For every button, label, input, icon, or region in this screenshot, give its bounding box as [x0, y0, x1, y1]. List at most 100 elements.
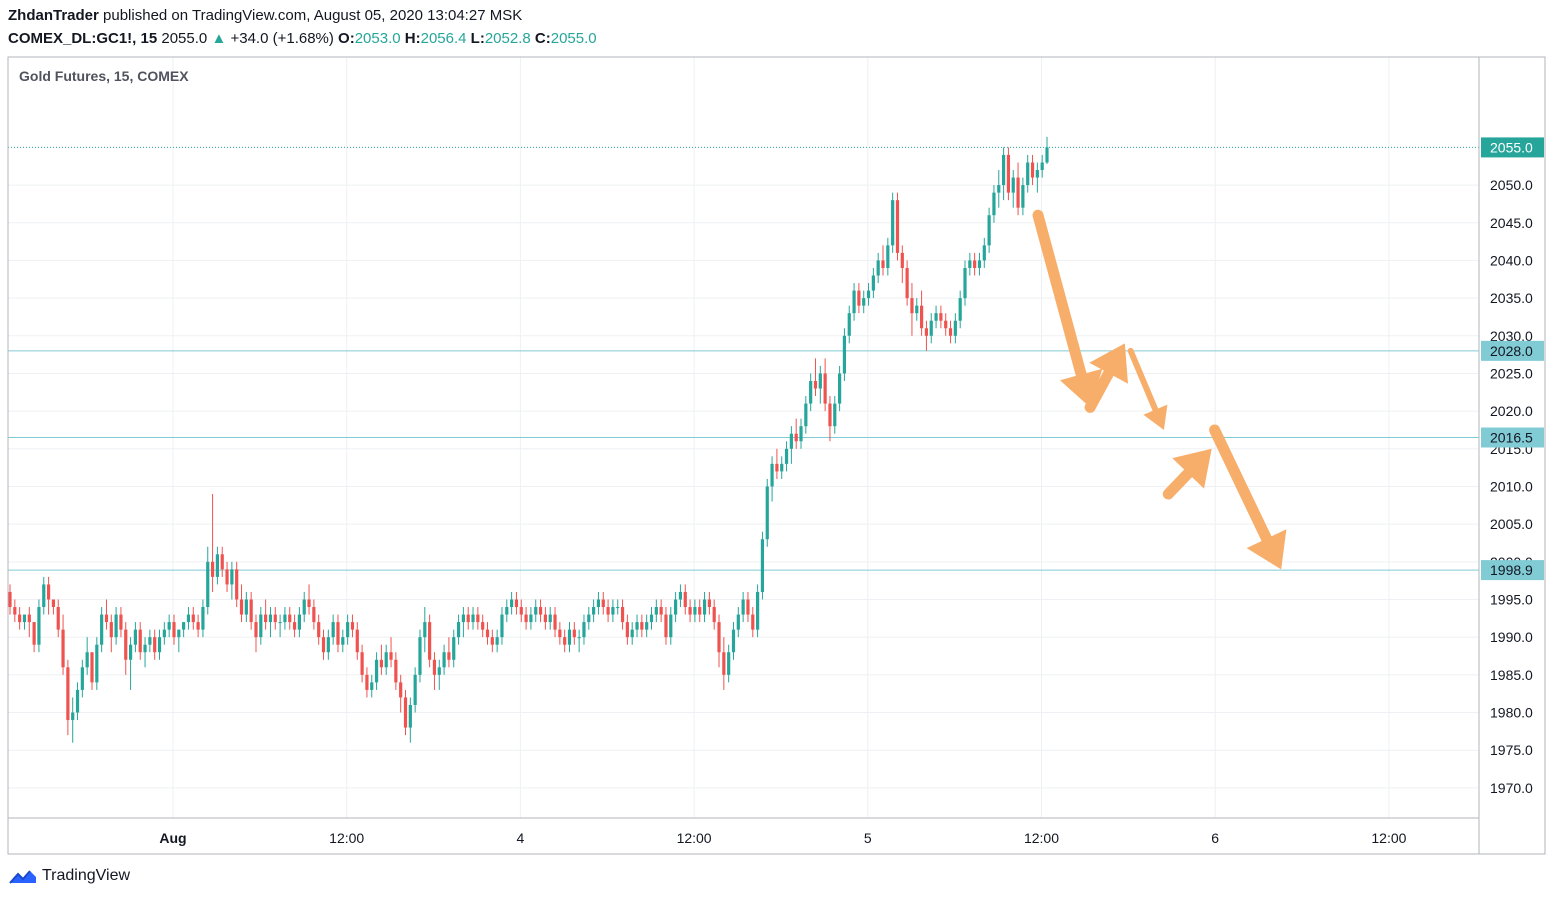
- projection-arrow-shaft[interactable]: [1127, 347, 1159, 413]
- candle-body: [1016, 177, 1020, 208]
- candle-body: [997, 185, 1001, 193]
- high-value: 2056.4: [420, 30, 467, 47]
- projection-arrow-head[interactable]: [1143, 404, 1168, 430]
- candle-body: [548, 614, 552, 623]
- price-change: +34.0 (+1.68%): [230, 30, 334, 47]
- publish-info: ZhdanTrader published on TradingView.com…: [8, 7, 522, 24]
- candle-body: [51, 599, 56, 608]
- time-axis[interactable]: Aug 12:00 4 12:00 5 12:00 6 12:00: [159, 830, 1406, 846]
- candle-body: [722, 652, 726, 675]
- candle-body: [148, 637, 152, 645]
- candle-body: [428, 622, 432, 660]
- horizontal-levels: [8, 146, 1479, 571]
- candle-body: [765, 486, 769, 540]
- price-labels: 2055.0 2028.0 2016.5 1998.9: [1481, 137, 1544, 581]
- y-tick-label: 1975.0: [1490, 742, 1533, 758]
- candle-body: [104, 614, 109, 623]
- candle-body: [312, 607, 316, 623]
- y-tick-label: 1980.0: [1490, 705, 1533, 721]
- candle-body: [553, 614, 557, 630]
- candle-body: [27, 614, 31, 623]
- candles: [8, 136, 1049, 743]
- price-label: 2016.5: [1490, 430, 1533, 446]
- candle-body: [432, 659, 437, 675]
- candle-body: [794, 433, 798, 442]
- candle-body: [109, 622, 113, 638]
- published-text: published on TradingView.com, August 05,…: [103, 7, 523, 24]
- candle-body: [273, 614, 277, 623]
- candle-body: [1035, 170, 1039, 178]
- candle-body: [476, 614, 480, 623]
- candle-body: [80, 667, 84, 690]
- price-label-box: [1481, 137, 1544, 158]
- candle-body: [355, 629, 359, 653]
- projection-arrow-head[interactable]: [1172, 448, 1212, 489]
- candle-body: [75, 689, 80, 713]
- candle-body: [823, 373, 827, 404]
- candle-body: [283, 614, 287, 623]
- candle-body: [326, 637, 330, 653]
- y-tick-label: 2025.0: [1490, 365, 1533, 381]
- candle-body: [66, 667, 70, 721]
- candle-body: [698, 607, 702, 615]
- projection-arrow-shaft[interactable]: [1032, 209, 1087, 381]
- candle-body: [813, 380, 818, 389]
- candle-body: [254, 622, 258, 638]
- candle-body: [915, 305, 919, 314]
- candle-body: [891, 200, 895, 246]
- projection-arrow-shaft[interactable]: [1084, 367, 1115, 413]
- y-tick-label: 1970.0: [1490, 780, 1533, 796]
- candle-body: [500, 614, 504, 638]
- projection-arrow-head[interactable]: [1089, 343, 1128, 384]
- candle-body: [1006, 154, 1011, 193]
- projection-arrow-head[interactable]: [1246, 529, 1287, 570]
- tradingview-logo[interactable]: TradingView: [8, 866, 130, 886]
- candle-body: [32, 622, 36, 645]
- candle-body: [297, 614, 301, 630]
- candle-body: [784, 448, 789, 464]
- candle-body: [876, 260, 880, 276]
- y-tick-label: 2005.0: [1490, 516, 1533, 532]
- candle-body: [973, 260, 977, 268]
- candle-body: [693, 607, 697, 615]
- candle-body: [8, 591, 12, 608]
- candle-body: [756, 591, 760, 630]
- candle-body: [596, 599, 601, 608]
- candle-body: [900, 252, 904, 268]
- candle-body: [278, 622, 282, 624]
- candle-body: [857, 290, 861, 306]
- candle-body: [635, 622, 639, 630]
- candle-body: [346, 622, 350, 638]
- candle-body: [510, 599, 514, 608]
- candle-body: [620, 607, 625, 623]
- projection-arrow-shaft[interactable]: [1209, 424, 1273, 545]
- candle-body: [654, 607, 658, 615]
- candle-body: [538, 607, 543, 615]
- candle-body: [789, 433, 793, 449]
- price-axis[interactable]: 2050.0 2045.0 2040.0 2035.0 2030.0 2025.0 2020…: [1490, 177, 1533, 796]
- candle-body: [736, 614, 740, 630]
- candle-body: [929, 320, 933, 336]
- candle-body: [818, 373, 822, 389]
- candle-body: [780, 463, 784, 472]
- candle-body: [712, 607, 716, 623]
- candle-body: [1030, 162, 1035, 178]
- symbol-label: COMEX_DL:GC1!, 15: [8, 30, 158, 47]
- candle-body: [775, 463, 779, 472]
- candle-body: [350, 622, 355, 630]
- candle-body: [717, 622, 721, 653]
- candle-body: [833, 403, 837, 427]
- price-label-box: [1481, 427, 1544, 448]
- open-value: 2053.0: [354, 30, 401, 47]
- candle-body: [847, 313, 851, 336]
- candle-body: [838, 373, 842, 404]
- candle-body: [567, 629, 572, 645]
- projection-arrow-shaft[interactable]: [1162, 467, 1194, 500]
- candle-body: [592, 607, 596, 615]
- candle-body: [645, 622, 649, 630]
- candle-body: [128, 644, 133, 660]
- candle-body: [394, 659, 398, 683]
- author-name[interactable]: ZhdanTrader: [8, 7, 99, 24]
- candle-body: [403, 697, 408, 728]
